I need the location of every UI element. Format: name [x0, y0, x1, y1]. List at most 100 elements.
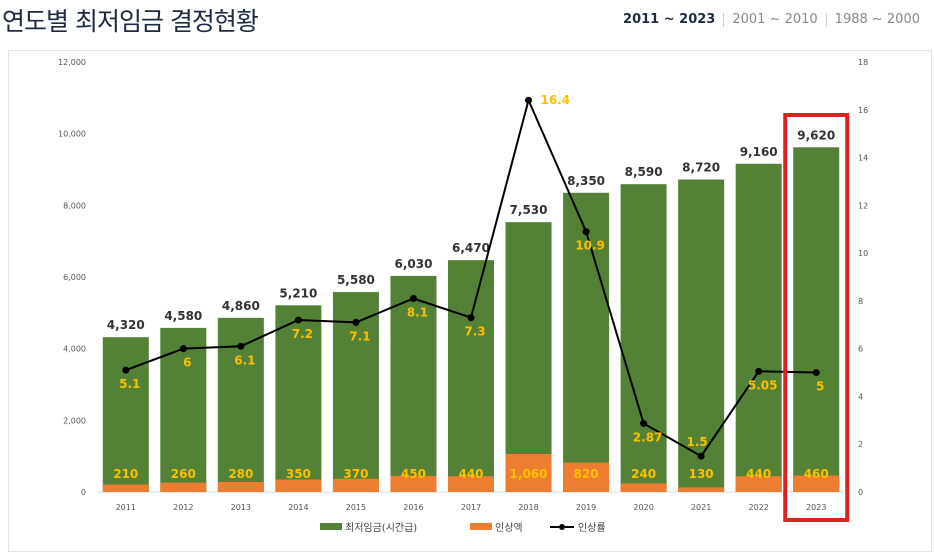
tab-2001-2010[interactable]: 2001 ~ 2010: [732, 12, 818, 27]
y2-tick-label: 6: [858, 345, 863, 354]
x-tick-label: 2015: [346, 503, 366, 512]
bar-increase: [678, 487, 725, 492]
y-tick-label: 0: [81, 488, 86, 497]
y2-tick-label: 10: [858, 249, 868, 258]
wage-label: 6,470: [452, 241, 490, 255]
y2-tick-label: 8: [858, 297, 863, 306]
legend-swatch-increase: [470, 523, 492, 530]
legend-label-rate: 인상률: [578, 522, 606, 534]
rate-label: 7.1: [349, 329, 370, 343]
increase-label: 440: [458, 467, 483, 481]
x-tick-label: 2017: [461, 503, 481, 512]
y-tick-label: 8,000: [63, 201, 86, 210]
y2-tick-label: 18: [858, 58, 868, 67]
legend-marker-rate: [559, 524, 565, 530]
y-tick-label: 2,000: [63, 416, 86, 425]
rate-label: 1.5: [687, 435, 708, 449]
rate-point: [812, 369, 820, 377]
bar-increase: [793, 475, 840, 492]
bar-wage: [793, 147, 840, 493]
x-tick-label: 2019: [576, 503, 596, 512]
x-tick-label: 2011: [116, 503, 136, 512]
wage-label: 6,030: [394, 257, 432, 271]
y2-tick-label: 2: [858, 440, 863, 449]
wage-label: 4,580: [164, 309, 202, 323]
bar-wage: [505, 222, 552, 493]
rate-label: 5.05: [748, 378, 778, 392]
bar-wage: [390, 275, 437, 492]
rate-point: [122, 366, 130, 374]
page-title: 연도별 최저임금 결정현황: [2, 7, 259, 36]
bar-increase: [332, 478, 379, 492]
rate-point: [237, 342, 245, 350]
bar-increase: [448, 476, 494, 492]
bar-increase: [390, 475, 437, 492]
x-tick-label: 2022: [749, 503, 769, 512]
x-tick-label: 2014: [288, 503, 308, 512]
wage-label: 5,210: [279, 286, 317, 300]
increase-label: 280: [228, 467, 253, 481]
y2-tick-label: 12: [858, 201, 868, 210]
x-tick-label: 2013: [231, 503, 251, 512]
y-tick-label: 10,000: [58, 130, 86, 139]
x-tick-label: 2021: [691, 503, 711, 512]
bar-wage: [275, 305, 322, 492]
wage-label: 7,530: [510, 203, 548, 217]
increase-label: 440: [746, 467, 771, 481]
tab-2011-2023[interactable]: 2011 ~ 2023: [623, 12, 716, 27]
x-tick-label: 2018: [518, 503, 538, 512]
x-tick-label: 2016: [403, 503, 423, 512]
tab-1988-2000[interactable]: 1988 ~ 2000: [834, 12, 920, 27]
rate-point: [697, 452, 705, 460]
rate-point: [467, 314, 475, 322]
rate-point: [179, 345, 187, 353]
bar-increase: [620, 483, 667, 492]
bar-increase: [217, 481, 264, 492]
rate-label: 8.1: [407, 306, 428, 320]
legend-label-wage: 최저임금(시간급): [345, 521, 417, 534]
y2-tick-label: 14: [858, 154, 868, 163]
highlight-box: [783, 113, 850, 522]
bar-wage: [563, 192, 610, 492]
wage-label: 9,160: [740, 145, 778, 159]
rate-label: 16.4: [541, 93, 571, 107]
increase-label: 450: [401, 467, 426, 481]
x-tick-label: 2012: [173, 503, 193, 512]
wage-label: 4,320: [107, 318, 145, 332]
wage-label: 9,620: [797, 128, 835, 142]
wage-label: 8,350: [567, 174, 605, 188]
bar-increase: [505, 454, 552, 492]
wage-label: 8,720: [682, 161, 720, 175]
rate-point: [525, 96, 533, 104]
bar-increase: [563, 462, 610, 492]
rate-label: 5: [816, 380, 824, 394]
bar-increase: [102, 484, 149, 492]
chart-card: [8, 50, 932, 552]
rate-label: 2.87: [633, 430, 663, 444]
rate-point: [755, 367, 763, 375]
y-tick-label: 4,000: [63, 345, 86, 354]
y2-tick-label: 16: [858, 106, 868, 115]
bar-increase: [275, 479, 322, 492]
y2-tick-label: 0: [858, 488, 863, 497]
rate-label: 5.1: [119, 377, 140, 391]
increase-label: 1,060: [510, 467, 548, 481]
increase-label: 350: [286, 467, 311, 481]
rate-point: [582, 228, 590, 236]
bar-wage: [678, 179, 725, 493]
rate-point: [294, 316, 302, 324]
divider: [825, 12, 827, 27]
bar-wage: [620, 184, 667, 493]
increase-label: 370: [343, 467, 368, 481]
rate-point: [640, 419, 648, 427]
y-tick-label: 12,000: [58, 58, 86, 67]
legend-label-increase: 인상액: [495, 522, 523, 534]
increase-label: 210: [113, 467, 138, 481]
rate-label: 7.3: [464, 325, 485, 339]
rate-label: 6.1: [234, 353, 255, 367]
rate-point: [409, 295, 417, 302]
rate-label: 10.9: [575, 239, 605, 253]
bar-wage: [448, 260, 494, 492]
wage-label: 5,580: [337, 273, 375, 287]
